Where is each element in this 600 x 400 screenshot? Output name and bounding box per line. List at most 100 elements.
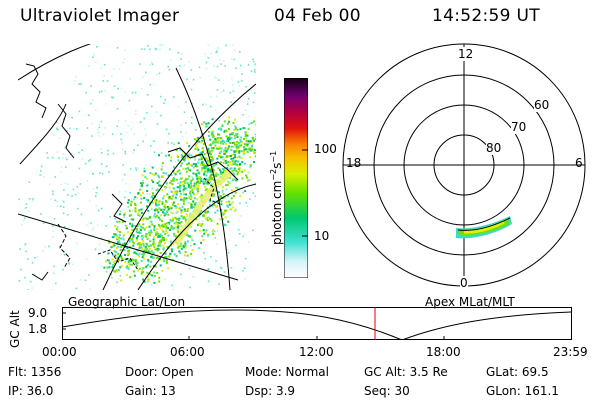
emission-pixel [151,187,154,190]
emission-pixel [145,243,148,246]
aurora-bright-band [173,169,234,246]
emission-pixel [185,141,188,144]
emission-pixel [133,133,135,135]
emission-pixel [100,237,103,240]
emission-pixel [246,100,249,103]
gcalt-xtick-1800: 18:00 [426,345,461,359]
emission-pixel [243,149,245,152]
emission-pixel [238,186,241,189]
emission-pixel [179,148,182,151]
emission-pixel [180,224,183,227]
emission-pixel [211,118,214,121]
emission-pixel [173,253,176,256]
emission-pixel [176,229,179,232]
emission-pixel [228,200,231,203]
emission-pixel [192,163,195,165]
emission-pixel [225,188,228,191]
emission-pixel [210,155,213,158]
emission-pixel [214,137,217,140]
emission-pixel [195,146,198,149]
emission-pixel [180,247,183,250]
emission-pixel [172,201,175,204]
geographic-image-panel [18,44,256,290]
emission-pixel [246,205,249,208]
emission-pixel [172,194,175,196]
emission-pixel [74,193,77,196]
emission-pixel [119,248,122,251]
emission-pixel [138,247,141,250]
emission-pixel [232,44,234,47]
emission-pixel [129,168,132,170]
emission-pixel [169,252,171,255]
emission-pixel [210,183,213,185]
emission-pixel [88,65,90,67]
emission-pixel [170,241,173,244]
emission-pixel [225,149,228,152]
emission-pixel [141,184,144,187]
emission-pixel [118,213,121,216]
emission-pixel [152,243,154,246]
emission-pixel [212,134,214,137]
emission-pixel [204,53,207,56]
emission-pixel [186,163,188,166]
emission-pixel [199,152,202,154]
emission-pixel [238,151,241,154]
emission-pixel [198,216,201,218]
emission-pixel [172,187,175,190]
emission-pixel [249,166,252,169]
emission-pixel [164,204,167,207]
emission-pixel [100,120,103,123]
emission-pixel [141,247,143,250]
emission-pixel [28,198,31,200]
emission-pixel [146,94,149,96]
emission-pixel [183,196,186,199]
emission-pixel [150,255,153,258]
emission-pixel [200,224,203,227]
emission-pixel [84,162,87,165]
emission-pixel [113,85,116,87]
emission-pixel [174,173,177,176]
emission-pixel [64,182,67,185]
emission-pixel [123,212,126,215]
emission-pixel [187,182,189,185]
emission-pixel [205,169,207,171]
emission-pixel [170,156,173,159]
emission-pixel [206,182,209,185]
emission-pixel [25,203,28,205]
emission-pixel [124,91,126,94]
emission-pixel [148,231,151,234]
emission-pixel [147,45,149,47]
emission-pixel [176,190,179,193]
emission-pixel [89,159,92,161]
emission-pixel [215,141,218,144]
emission-pixel [98,135,100,137]
emission-pixel [213,174,216,177]
emission-pixel [228,145,231,148]
emission-pixel [116,235,119,238]
emission-pixel [178,69,180,71]
emission-pixel [253,161,255,163]
emission-pixel [200,241,202,244]
emission-pixel [171,142,173,144]
emission-pixel [147,251,150,254]
emission-pixel [211,159,214,161]
emission-pixel [200,180,203,182]
emission-pixel [189,193,192,196]
emission-pixel [48,183,51,186]
emission-pixel [151,231,153,234]
emission-pixel [224,209,226,212]
emission-pixel [150,222,153,225]
emission-pixel [159,227,162,230]
emission-pixel [177,222,180,224]
emission-pixel [71,116,73,119]
emission-pixel [245,202,248,204]
emission-pixel [207,280,210,283]
emission-pixel [235,140,238,143]
emission-pixel [136,212,139,215]
emission-pixel [122,164,124,166]
emission-pixel [158,154,160,157]
emission-pixel [113,249,116,252]
emission-pixel [184,179,187,182]
emission-pixel [116,247,118,249]
emission-pixel [180,242,182,245]
